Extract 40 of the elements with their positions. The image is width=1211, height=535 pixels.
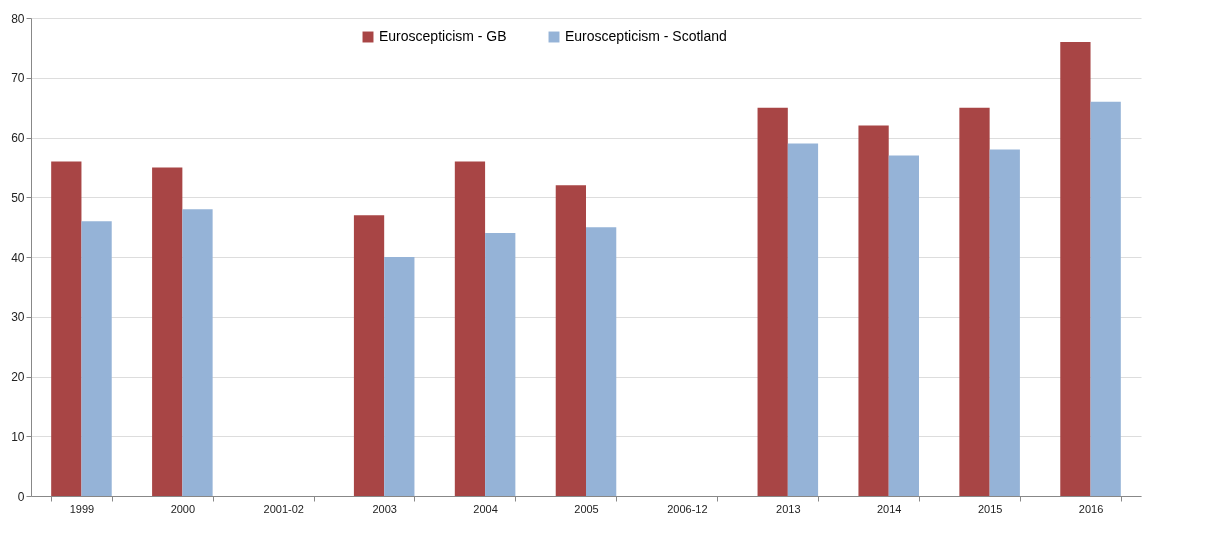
x-tick-label: 2005 [574,502,599,515]
bar [1090,101,1121,496]
x-tick-label: 2001-02 [263,502,304,515]
y-tick-label: 10 [11,429,25,444]
bar [888,155,919,496]
x-tick-label: 2013 [776,502,801,515]
bar [353,215,385,496]
bar [586,227,617,496]
bar [182,209,213,496]
y-tick-label: 50 [11,190,25,205]
x-tick-label: 2003 [372,502,397,515]
x-tick-label: 2006-12 [667,502,708,515]
bar [858,125,889,496]
x-tick-label: 1999 [69,502,95,515]
y-tick-label: 30 [11,310,25,325]
bar [384,257,415,496]
y-tick-label: 0 [17,489,25,504]
bar [989,149,1020,496]
bar [152,167,183,496]
x-tick-label: 2014 [876,502,902,515]
y-tick-label: 70 [11,71,25,86]
bar [959,107,990,496]
x-tick-label: 2000 [170,502,196,515]
x-tick-label: 2004 [473,502,498,515]
y-tick-label: 80 [11,11,25,26]
y-tick-label: 20 [11,370,25,384]
bar [485,233,516,496]
bar [757,107,788,496]
bar [555,185,586,496]
bar [1060,41,1091,496]
y-tick-label: 40 [11,250,25,265]
x-tick-label: 2015 [977,502,1003,515]
bar [51,161,82,496]
y-tick-label: 60 [11,131,25,145]
x-tick-label: 2016 [1078,502,1104,515]
bar [81,221,112,496]
legend-label: Euroscepticism - GB [379,28,507,44]
bar [454,161,486,496]
bar [787,143,819,496]
legend-label: Euroscepticism - Scotland [565,28,727,44]
